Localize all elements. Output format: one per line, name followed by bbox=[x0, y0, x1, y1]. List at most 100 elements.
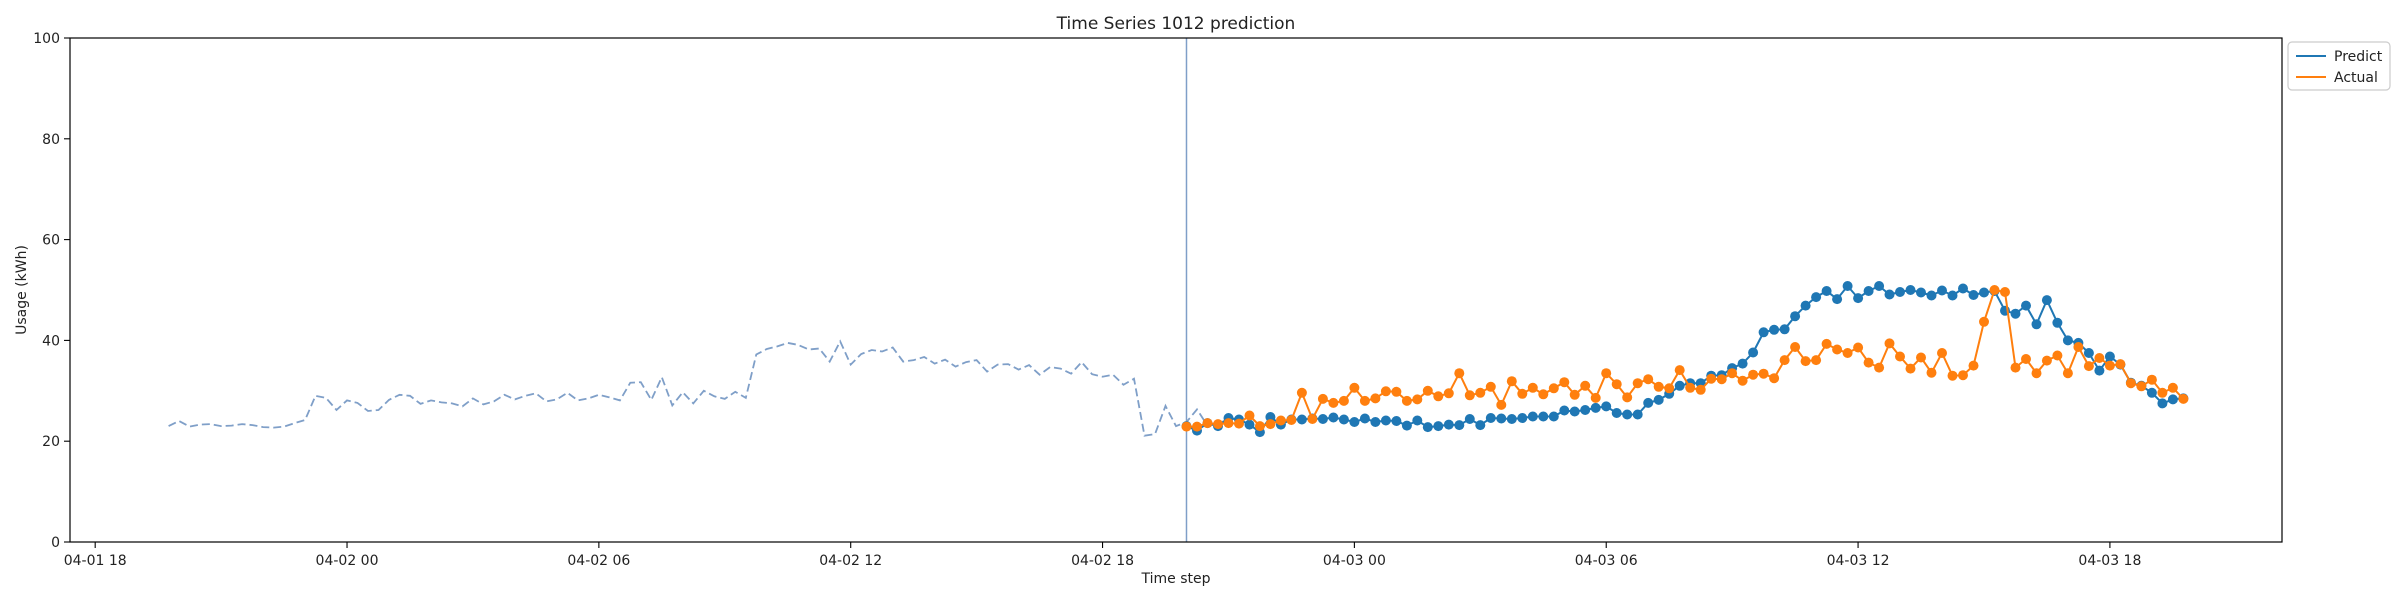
x-axis-label: Time step bbox=[1141, 571, 1211, 587]
actual-point bbox=[2115, 359, 2126, 370]
predict-point bbox=[1559, 405, 1570, 416]
actual-point bbox=[1506, 376, 1517, 387]
y-axis-label: Usage (kWh) bbox=[14, 245, 30, 335]
actual-point bbox=[1989, 285, 2000, 295]
actual-point bbox=[2136, 381, 2147, 392]
actual-point bbox=[1653, 381, 1664, 392]
actual-point bbox=[1622, 392, 1633, 403]
actual-point bbox=[1958, 370, 1968, 381]
actual-point bbox=[1706, 373, 1717, 384]
predict-series-line bbox=[1186, 284, 2184, 434]
actual-point bbox=[2146, 374, 2157, 385]
x-tick-label: 04-03 12 bbox=[1827, 553, 1890, 569]
legend-label-actual: Actual bbox=[2334, 70, 2378, 86]
actual-point bbox=[1937, 348, 1947, 358]
actual-point bbox=[1307, 414, 1318, 424]
x-tick-label: 04-02 06 bbox=[567, 553, 630, 569]
actual-point bbox=[1527, 382, 1538, 393]
actual-point bbox=[1874, 362, 1885, 373]
predict-point bbox=[2167, 394, 2178, 405]
actual-point bbox=[2031, 368, 2042, 379]
predict-point bbox=[1422, 422, 1433, 433]
predict-point bbox=[1916, 287, 1926, 298]
predict-point bbox=[1433, 421, 1444, 432]
actual-point bbox=[1265, 419, 1276, 430]
actual-point bbox=[2073, 342, 2084, 352]
actual-point bbox=[1716, 374, 1727, 385]
actual-point bbox=[1234, 418, 1244, 429]
predict-point bbox=[1601, 401, 1612, 412]
actual-point bbox=[2094, 353, 2105, 363]
actual-point bbox=[1254, 421, 1265, 432]
predict-point bbox=[1937, 285, 1947, 296]
predict-point bbox=[1811, 292, 1822, 303]
actual-point bbox=[1632, 378, 1643, 389]
predict-point bbox=[1884, 289, 1895, 300]
actual-point bbox=[2010, 362, 2021, 373]
plot-frame bbox=[69, 37, 2283, 543]
predict-point bbox=[2083, 348, 2094, 358]
actual-point bbox=[2021, 354, 2031, 364]
actual-point bbox=[2178, 393, 2189, 404]
predict-point bbox=[1821, 286, 1832, 296]
predict-point bbox=[1317, 414, 1328, 424]
y-tick-label: 20 bbox=[42, 434, 60, 450]
actual-point bbox=[1223, 418, 1234, 429]
legend: Predict Actual bbox=[2287, 41, 2391, 91]
actual-point bbox=[1695, 384, 1706, 395]
predict-point bbox=[1748, 347, 1759, 358]
actual-point bbox=[1454, 368, 1465, 379]
actual-point bbox=[1548, 383, 1559, 394]
actual-point bbox=[1779, 355, 1790, 366]
actual-point bbox=[1496, 399, 1507, 410]
predict-point bbox=[1527, 411, 1538, 422]
actual-point bbox=[1296, 387, 1307, 398]
actual-point bbox=[2104, 360, 2115, 371]
actual-point bbox=[1863, 357, 1874, 368]
predict-point bbox=[2146, 387, 2157, 398]
actual-point bbox=[1181, 421, 1192, 432]
actual-point bbox=[1979, 316, 1989, 327]
predict-point bbox=[1517, 413, 1528, 423]
actual-point bbox=[1443, 388, 1454, 399]
y-tick-label: 100 bbox=[33, 31, 60, 47]
actual-point bbox=[1485, 381, 1496, 392]
predict-point bbox=[1349, 417, 1360, 427]
actual-point bbox=[2083, 361, 2094, 372]
predict-point bbox=[1863, 286, 1874, 296]
predict-point bbox=[1832, 294, 1843, 305]
actual-point bbox=[1401, 395, 1412, 406]
predict-point bbox=[1674, 380, 1685, 391]
predict-point bbox=[2031, 319, 2042, 330]
predict-point bbox=[2104, 351, 2115, 362]
predict-point bbox=[1758, 327, 1769, 338]
y-tick-label: 0 bbox=[51, 535, 60, 551]
actual-point bbox=[1601, 368, 1612, 379]
actual-point bbox=[1905, 363, 1916, 374]
predict-point bbox=[1391, 416, 1402, 426]
predict-point bbox=[1454, 420, 1465, 431]
predict-point bbox=[1632, 409, 1643, 420]
predict-point bbox=[1538, 411, 1549, 422]
actual-point bbox=[1884, 338, 1895, 349]
actual-point bbox=[1338, 395, 1349, 406]
predict-point bbox=[1590, 402, 1601, 413]
actual-point bbox=[1559, 377, 1570, 388]
actual-point bbox=[1685, 382, 1696, 393]
predict-point bbox=[1958, 283, 1968, 294]
actual-point bbox=[1832, 344, 1843, 355]
history-series-line bbox=[168, 339, 1240, 437]
actual-point bbox=[1517, 388, 1528, 399]
predict-point bbox=[1506, 414, 1517, 424]
actual-point bbox=[1790, 342, 1801, 352]
predict-point bbox=[1611, 408, 1622, 418]
predict-point bbox=[1737, 358, 1748, 369]
x-tick-label: 04-02 18 bbox=[1071, 553, 1134, 569]
predict-point bbox=[1443, 419, 1454, 430]
actual-point bbox=[1433, 391, 1444, 402]
actual-point bbox=[1727, 368, 1738, 379]
actual-point bbox=[1569, 389, 1580, 400]
predict-point bbox=[1569, 406, 1580, 417]
predict-point bbox=[1548, 411, 1559, 422]
actual-point bbox=[1359, 395, 1370, 406]
